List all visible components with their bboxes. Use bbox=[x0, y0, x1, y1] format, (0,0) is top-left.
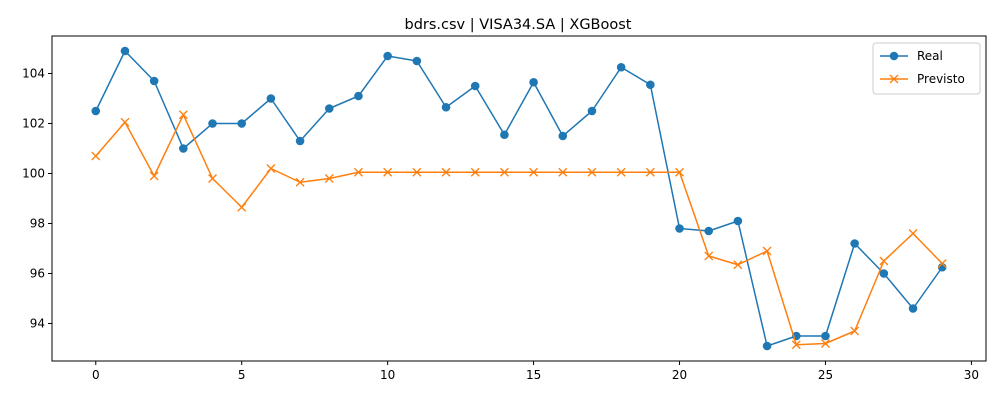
data-point-previsto bbox=[149, 171, 159, 181]
x-tick-label: 25 bbox=[818, 368, 833, 382]
data-point-real bbox=[354, 91, 363, 101]
data-point-real bbox=[120, 46, 130, 56]
y-tick-label: 100 bbox=[22, 167, 45, 181]
data-point-previsto bbox=[499, 167, 509, 177]
series-line-previsto bbox=[95, 114, 943, 346]
data-point-previsto bbox=[937, 259, 947, 268]
data-point-real bbox=[441, 102, 451, 112]
data-point-real bbox=[850, 239, 859, 248]
data-point-previsto bbox=[178, 110, 188, 120]
data-point-real bbox=[266, 94, 276, 103]
y-tick-label: 104 bbox=[22, 67, 45, 81]
series-previsto bbox=[91, 110, 947, 350]
data-point-real bbox=[879, 269, 889, 278]
data-point-real bbox=[295, 136, 305, 146]
x-tick-label: 15 bbox=[526, 368, 541, 382]
data-point-previsto bbox=[120, 117, 130, 127]
data-point-previsto bbox=[295, 177, 305, 187]
legend: Real Previsto bbox=[872, 42, 981, 95]
data-point-previsto bbox=[616, 167, 626, 177]
data-point-real bbox=[733, 216, 743, 226]
plot-frame bbox=[51, 35, 987, 362]
y-tick-label: 98 bbox=[30, 217, 45, 231]
data-point-previsto bbox=[587, 167, 597, 177]
data-point-real bbox=[529, 77, 538, 87]
data-point-previsto bbox=[470, 167, 480, 177]
data-point-real bbox=[500, 130, 509, 140]
y-axis: 94 96 98 100 102 104 bbox=[22, 67, 52, 331]
data-point-real bbox=[383, 51, 392, 61]
x-tick-label: 20 bbox=[672, 368, 687, 382]
data-point-previsto bbox=[208, 174, 217, 183]
data-point-previsto bbox=[791, 340, 801, 350]
legend-label-previsto: Previsto bbox=[917, 72, 965, 86]
series-real bbox=[91, 46, 947, 351]
data-point-real bbox=[587, 106, 597, 116]
plot-area bbox=[52, 36, 986, 361]
data-point-previsto bbox=[675, 167, 684, 177]
legend-marker-previsto bbox=[889, 74, 899, 84]
data-point-real bbox=[149, 76, 159, 86]
data-point-previsto bbox=[850, 326, 860, 336]
data-point-previsto bbox=[762, 246, 772, 256]
data-point-real bbox=[616, 62, 626, 72]
data-point-previsto bbox=[529, 167, 539, 177]
data-point-real bbox=[675, 224, 684, 233]
y-tick-label: 96 bbox=[30, 267, 45, 281]
y-tick-label: 94 bbox=[30, 317, 45, 331]
data-point-real bbox=[470, 81, 480, 91]
data-point-real bbox=[179, 144, 188, 153]
data-point-previsto bbox=[441, 167, 451, 177]
data-point-real bbox=[762, 341, 772, 351]
data-point-real bbox=[646, 80, 655, 90]
data-point-real bbox=[908, 304, 918, 313]
data-point-previsto bbox=[324, 174, 334, 183]
x-tick-label: 5 bbox=[238, 368, 246, 382]
data-point-real bbox=[558, 131, 568, 141]
chart-title: bdrs.csv | VISA34.SA | XGBoost bbox=[405, 17, 632, 33]
data-point-previsto bbox=[558, 167, 568, 177]
data-point-previsto bbox=[704, 251, 714, 261]
x-tick-label: 30 bbox=[964, 368, 979, 382]
series-layer bbox=[91, 46, 947, 351]
data-point-previsto bbox=[879, 256, 889, 266]
legend-label-real: Real bbox=[917, 49, 943, 63]
data-point-real bbox=[237, 119, 247, 128]
data-point-real bbox=[412, 56, 422, 66]
data-point-real bbox=[704, 226, 714, 236]
data-point-previsto bbox=[237, 202, 247, 212]
x-tick-label: 10 bbox=[380, 368, 395, 382]
data-point-previsto bbox=[821, 339, 830, 348]
data-point-previsto bbox=[645, 167, 655, 177]
series-line-real bbox=[95, 50, 943, 347]
data-point-real bbox=[324, 104, 334, 113]
data-point-real bbox=[91, 106, 101, 116]
legend-marker-real bbox=[889, 51, 899, 61]
data-point-previsto bbox=[266, 164, 276, 173]
x-tick-label: 0 bbox=[92, 368, 100, 382]
x-axis: 0 5 10 15 20 25 30 bbox=[92, 361, 979, 382]
data-point-previsto bbox=[412, 167, 422, 177]
data-point-real bbox=[208, 119, 217, 128]
y-tick-label: 102 bbox=[22, 117, 45, 131]
data-point-real bbox=[821, 331, 830, 341]
data-point-previsto bbox=[908, 229, 918, 238]
data-point-previsto bbox=[91, 151, 101, 161]
data-point-previsto bbox=[354, 167, 363, 177]
data-point-previsto bbox=[383, 167, 393, 177]
data-point-previsto bbox=[733, 260, 743, 270]
